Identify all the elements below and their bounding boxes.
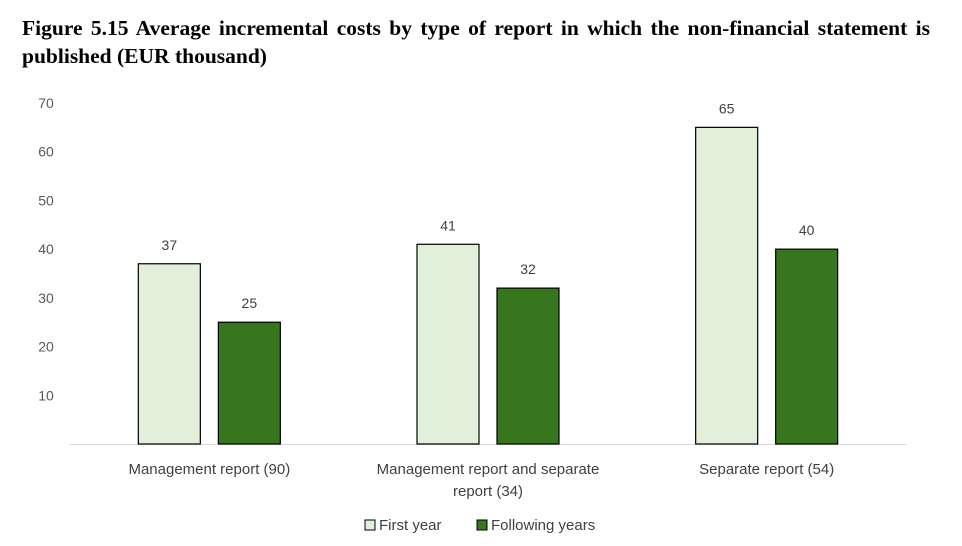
bar <box>775 248 839 445</box>
x-tick-label: Separate report (54) <box>699 461 834 478</box>
legend-label: First year <box>379 517 442 534</box>
bar <box>496 287 560 445</box>
x-tick-label: Management report and separate <box>377 461 600 478</box>
y-tick-label: 50 <box>38 192 54 208</box>
x-tick-label: Management report (90) <box>128 461 290 478</box>
x-tick-label: report (34) <box>453 483 523 500</box>
legend-swatch <box>364 519 376 531</box>
legend-label: Following years <box>491 517 595 534</box>
y-tick-label: 70 <box>38 95 54 111</box>
y-tick-label: 60 <box>38 144 54 160</box>
y-tick-label: 20 <box>38 339 54 355</box>
data-label: 40 <box>799 222 815 238</box>
data-label: 25 <box>242 295 258 311</box>
bar <box>416 243 480 445</box>
legend-swatch <box>476 519 488 531</box>
chart-title: Figure 5.15 Average incremental costs by… <box>22 16 930 68</box>
y-tick-label: 40 <box>38 241 54 257</box>
data-label: 41 <box>440 217 456 233</box>
y-tick-label: 10 <box>38 387 54 403</box>
data-label: 37 <box>162 237 178 253</box>
bar <box>695 126 759 445</box>
bar <box>217 321 281 445</box>
data-label: 65 <box>719 100 735 116</box>
y-tick-label: 30 <box>38 290 54 306</box>
data-label: 32 <box>520 261 536 277</box>
bar <box>137 263 201 445</box>
